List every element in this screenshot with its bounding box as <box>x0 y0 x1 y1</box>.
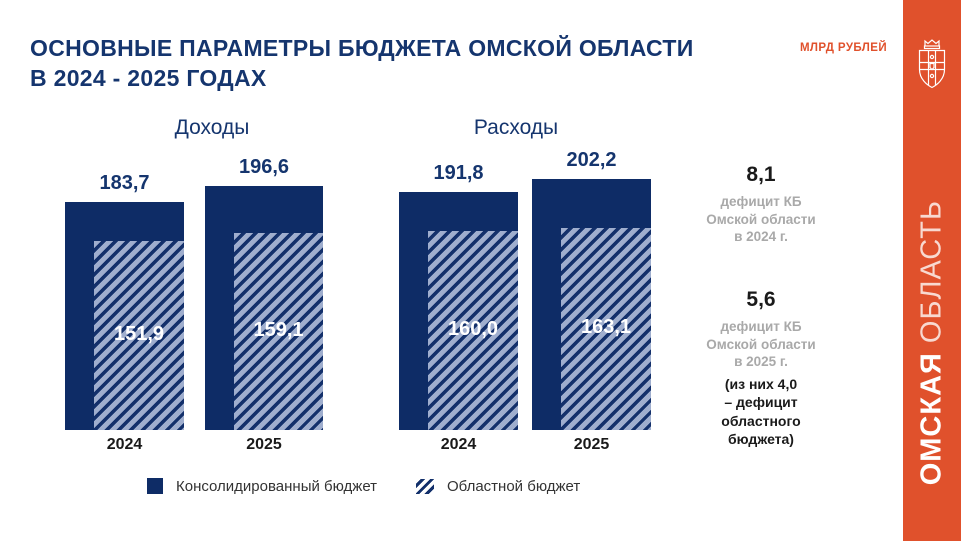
deficit-2025-note: (из них 4,0 – дефицит областного бюджета… <box>692 375 830 449</box>
bar-value-regional: 163,1 <box>580 316 632 338</box>
deficit-2025-value: 5,6 <box>746 288 776 311</box>
bar-value-regional: 151,9 <box>113 322 165 345</box>
bar-regional-budget <box>234 233 323 430</box>
legend-item-regional: Областной бюджет <box>416 476 580 496</box>
region-brand-band: ОМСКАЯ ОБЛАСТЬ <box>903 0 961 541</box>
deficit-2025-caption: Омской области <box>706 336 816 352</box>
region-name-word-omskaya: ОМСКАЯ <box>915 351 948 485</box>
legend-label-consolidated: Консолидированный бюджет <box>176 477 378 495</box>
bar-value-regional: 160,0 <box>447 317 499 340</box>
deficit-2024-caption: Омской области <box>706 211 816 227</box>
deficit-2024-value: 8,1 <box>746 163 776 186</box>
bar-value-consolidated: 196,6 <box>238 156 290 178</box>
omsk-coat-of-arms-icon <box>918 39 946 89</box>
deficit-2025-annotation: 5,6 дефицит КБ Омской области в 2025 г. … <box>692 288 830 449</box>
deficit-2025-note-line: бюджета) <box>728 431 794 447</box>
legend-item-consolidated: Консолидированный бюджет <box>147 476 377 496</box>
chart-group-title: Доходы <box>174 116 250 139</box>
bar-value-regional: 159,1 <box>253 318 304 341</box>
legend-label-regional: Областной бюджет <box>447 477 581 495</box>
page-title: ОСНОВНЫЕ ПАРАМЕТРЫ БЮДЖЕТА ОМСКОЙ ОБЛАСТ… <box>30 33 694 93</box>
bar-regional-budget <box>561 228 651 430</box>
deficit-2025-note-line: (из них 4,0 <box>724 375 798 392</box>
legend-solid-swatch-icon <box>147 478 163 494</box>
bar-regional-budget <box>94 241 184 430</box>
deficit-2025-note-line: областного <box>721 412 801 429</box>
legend-hatch-swatch-icon <box>416 478 434 494</box>
x-axis-year-label: 2025 <box>246 436 282 453</box>
deficit-2024-annotation: 8,1 дефицит КБ Омской области в 2024 г. <box>692 163 830 246</box>
deficit-2025-caption: дефицит КБ <box>720 319 802 334</box>
x-axis-year-label: 2024 <box>106 436 143 453</box>
deficit-2025-note-line: – дефицит <box>724 394 798 410</box>
deficit-2024-caption: в 2024 г. <box>734 229 788 244</box>
bar-value-consolidated: 202,2 <box>566 149 617 171</box>
region-name-word-oblast: ОБЛАСТЬ <box>915 199 948 343</box>
bar-value-consolidated: 191,8 <box>433 162 484 184</box>
page-title-line-1: ОСНОВНЫЕ ПАРАМЕТРЫ БЮДЖЕТА ОМСКОЙ ОБЛАСТ… <box>30 35 694 61</box>
bar-regional-budget <box>428 231 518 430</box>
deficit-2025-caption: в 2025 г. <box>734 354 788 369</box>
deficit-2024-caption: дефицит КБ <box>720 194 802 209</box>
x-axis-year-label: 2024 <box>440 436 477 453</box>
bar-value-consolidated: 183,7 <box>99 172 150 194</box>
units-label: МЛРД РУБЛЕЙ <box>799 42 887 54</box>
chart-group-title: Расходы <box>473 116 559 139</box>
x-axis-year-label: 2025 <box>573 436 610 453</box>
region-name-vertical: ОМСКАЯ ОБЛАСТЬ <box>915 199 948 485</box>
page-title-line-2: В 2024 - 2025 ГОДАХ <box>30 65 267 91</box>
